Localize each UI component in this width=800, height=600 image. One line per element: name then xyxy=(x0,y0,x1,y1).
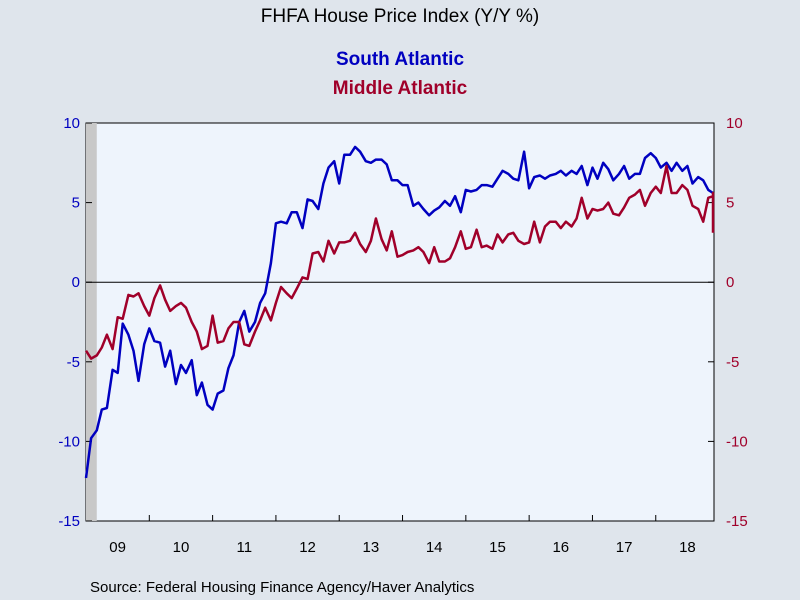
x-axis-ticks xyxy=(148,515,657,521)
x-tick-label: 14 xyxy=(426,539,443,556)
x-tick-label: 15 xyxy=(489,539,506,556)
x-tick-label: 12 xyxy=(299,539,316,556)
right-tick-label: 0 xyxy=(726,274,734,291)
series-line-middle-atlantic xyxy=(84,164,715,360)
x-tick-label: 16 xyxy=(552,539,569,556)
left-tick-label: 5 xyxy=(72,195,80,212)
recession-shading xyxy=(86,123,97,521)
right-tick-label: -15 xyxy=(726,513,748,530)
chart-title: FHFA House Price Index (Y/Y %) xyxy=(261,6,539,27)
x-tick-label: 17 xyxy=(616,539,633,556)
legend-south-atlantic: South Atlantic xyxy=(336,49,464,70)
right-tick-label: -10 xyxy=(726,433,748,450)
left-tick-label: 0 xyxy=(72,274,80,291)
right-axis-ticks: 10 5 0 -5 -10 -15 xyxy=(708,115,748,530)
left-tick-label: -10 xyxy=(58,433,80,450)
left-tick-label: -15 xyxy=(58,513,80,530)
source-note: Source: Federal Housing Finance Agency/H… xyxy=(90,579,474,596)
x-tick-label: 18 xyxy=(679,539,696,556)
x-tick-label: 09 xyxy=(109,539,126,556)
left-tick-label: -5 xyxy=(67,354,80,371)
series-line-south-atlantic xyxy=(84,145,714,479)
x-tick-label: 13 xyxy=(363,539,380,556)
right-tick-label: 10 xyxy=(726,115,743,132)
legend-middle-atlantic: Middle Atlantic xyxy=(333,78,468,99)
x-tick-label: 10 xyxy=(173,539,190,556)
right-tick-label: -5 xyxy=(726,354,739,371)
x-tick-label: 11 xyxy=(236,539,252,556)
right-tick-label: 5 xyxy=(726,195,734,212)
x-axis-labels: 09 10 11 12 13 14 15 16 17 18 xyxy=(109,539,695,556)
left-axis-ticks: 10 5 0 -5 -10 -15 xyxy=(58,115,92,530)
left-tick-label: 10 xyxy=(63,115,80,132)
